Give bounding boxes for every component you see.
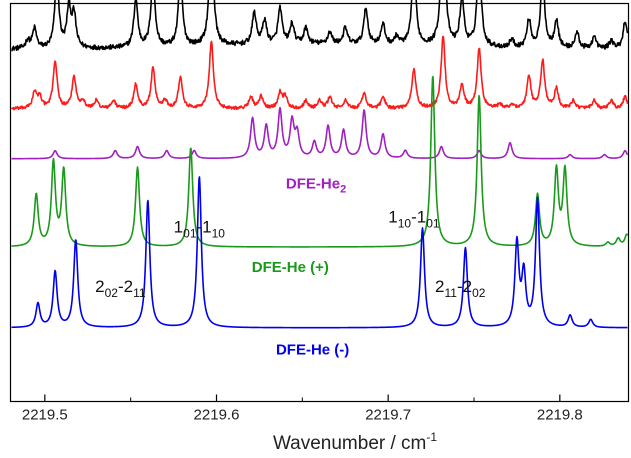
- dfe-he-plus-label-text: DFE-He (+): [252, 259, 329, 276]
- trans-211-202-part-3: 02: [472, 286, 486, 300]
- dfe-he2-label-text: DFE-He: [286, 176, 340, 193]
- x-tick-label-1: 2219.6: [194, 407, 240, 424]
- trans-211-202: 211-202: [435, 277, 486, 300]
- trans-110-101-part-0: 1: [388, 207, 397, 226]
- x-axis-title: Wavenumber / cm-1: [273, 430, 437, 454]
- trans-110-101-part-1: 10: [398, 216, 412, 230]
- series-line-dfe-he-minus: [11, 176, 628, 329]
- plot-frame: [9, 2, 630, 403]
- x-tick-label-2: 2219.7: [365, 407, 411, 424]
- dfe-he-plus-label: DFE-He (+): [252, 259, 329, 276]
- trans-202-211-part-3: 11: [133, 286, 146, 300]
- trans-101-110: 101-110: [174, 217, 226, 240]
- trans-110-101-part-2: -1: [411, 207, 426, 226]
- trans-101-110-part-1: 01: [183, 226, 197, 240]
- trans-110-101-part-3: 01: [426, 216, 440, 230]
- series-line-dfe-he-plus: [11, 75, 629, 248]
- trans-202-211: 202-211: [95, 277, 146, 300]
- dfe-he-minus-label: DFE-He (-): [276, 342, 349, 359]
- x-tick-label-0: 2219.5: [22, 407, 68, 424]
- x-axis-label-exponent: -1: [426, 430, 437, 444]
- trans-101-110-part-0: 1: [174, 217, 183, 236]
- trans-202-211-part-2: -2: [118, 277, 133, 296]
- trans-110-101: 110-101: [388, 207, 440, 230]
- series-line-dfe-he2: [11, 106, 629, 160]
- trans-211-202-part-1: 11: [445, 286, 458, 300]
- x-axis: 2219.5 2219.6 2219.7 2219.8: [22, 394, 583, 424]
- trans-211-202-part-2: -2: [457, 277, 472, 296]
- trans-101-110-part-2: -1: [197, 217, 212, 236]
- dfe-he-minus-label-text: DFE-He (-): [276, 342, 349, 359]
- trans-202-211-part-0: 2: [95, 277, 104, 296]
- series-layer: [10, 0, 629, 329]
- trans-101-110-part-3: 10: [212, 226, 226, 240]
- series-line-observed-black: [11, 0, 629, 52]
- series-line-fit-red: [10, 35, 629, 111]
- trans-211-202-part-0: 2: [435, 277, 444, 296]
- trans-202-211-part-1: 02: [105, 286, 119, 300]
- x-tick-label-3: 2219.8: [537, 407, 583, 424]
- dfe-he2-label-subscript: 2: [340, 184, 346, 196]
- dfe-he2-label: DFE-He2: [286, 176, 346, 196]
- x-axis-label: Wavenumber / cm: [273, 433, 426, 454]
